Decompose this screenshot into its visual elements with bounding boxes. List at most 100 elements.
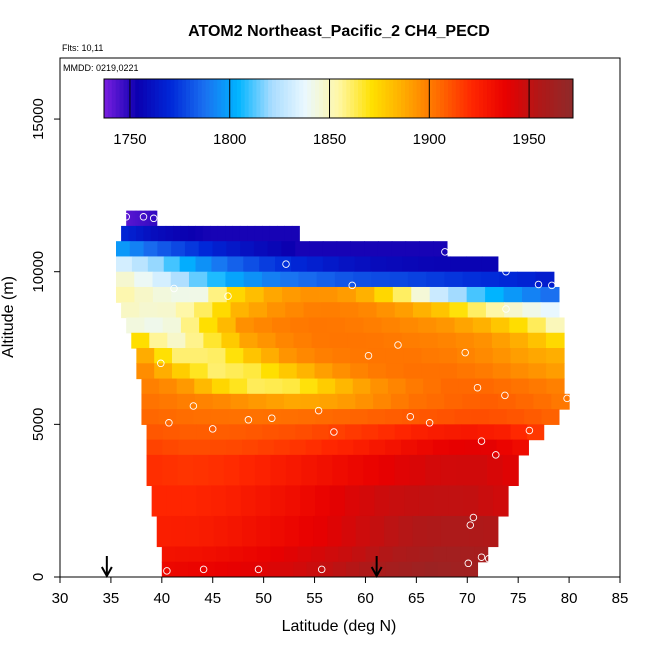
colorbar-segment bbox=[487, 79, 492, 118]
heatmap-cell bbox=[321, 439, 339, 456]
heatmap-cell bbox=[171, 241, 186, 258]
heatmap-cell bbox=[377, 241, 393, 258]
heatmap-cell bbox=[240, 241, 255, 258]
colorbar-segment bbox=[170, 79, 175, 118]
heatmap-cell bbox=[228, 409, 247, 425]
sample-point bbox=[122, 213, 130, 221]
heatmap-cell bbox=[259, 256, 276, 273]
heatmap-cell bbox=[245, 424, 263, 441]
heatmap-cell bbox=[332, 454, 349, 487]
colorbar-segment bbox=[463, 79, 468, 118]
heatmap-cell bbox=[128, 210, 131, 227]
heatmap-cell bbox=[188, 271, 208, 288]
heatmap-cell bbox=[179, 424, 197, 441]
y-axis-label: Altitude (m) bbox=[0, 276, 17, 358]
heatmap-cell bbox=[474, 348, 494, 364]
heatmap-cell bbox=[332, 409, 351, 425]
colorbar-segment bbox=[260, 79, 265, 118]
heatmap-cell bbox=[546, 348, 565, 364]
heatmap-cell bbox=[510, 348, 529, 364]
y-tick-label: 5000 bbox=[30, 408, 47, 441]
heatmap-cell bbox=[371, 271, 391, 288]
heatmap-cell bbox=[176, 378, 195, 395]
heatmap-cell bbox=[239, 332, 259, 349]
heatmap-cell bbox=[180, 225, 189, 242]
heatmap-cell bbox=[412, 515, 428, 548]
heatmap-cell bbox=[214, 561, 229, 577]
colorbar-segment bbox=[131, 79, 136, 118]
heatmap-cell bbox=[280, 271, 300, 288]
heatmap-cell bbox=[379, 546, 394, 563]
heatmap-cell bbox=[189, 286, 209, 303]
sample-point bbox=[501, 391, 509, 400]
heatmap-cell bbox=[243, 256, 260, 273]
heatmap-cell bbox=[338, 546, 353, 563]
heatmap-cell bbox=[256, 546, 272, 563]
heatmap-cell bbox=[368, 363, 387, 380]
heatmap-cell bbox=[289, 439, 307, 456]
heatmap-cell bbox=[405, 378, 424, 395]
heatmap-cell bbox=[293, 332, 313, 349]
colorbar-segment bbox=[146, 79, 152, 118]
heatmap-cell bbox=[344, 485, 361, 517]
heatmap-cell bbox=[138, 210, 141, 227]
sample-point bbox=[163, 567, 171, 575]
heatmap-cell bbox=[444, 271, 464, 288]
heatmap-cell bbox=[389, 271, 409, 288]
heatmap-cell bbox=[188, 546, 204, 563]
heatmap-cell bbox=[316, 271, 336, 288]
heatmap-cell bbox=[363, 454, 380, 487]
colorbar-segment bbox=[205, 79, 211, 118]
heatmap-cell bbox=[528, 363, 547, 380]
colorbar-segment bbox=[104, 79, 109, 118]
heatmap-cell bbox=[181, 485, 197, 517]
heatmap-cell bbox=[243, 546, 258, 563]
heatmap-cell bbox=[298, 409, 316, 425]
heatmap-cell bbox=[483, 515, 499, 548]
heatmap-cell bbox=[254, 225, 263, 242]
heatmap-cell bbox=[195, 225, 204, 242]
heatmap-cell bbox=[376, 302, 396, 319]
colorbar-tick-label: 1950 bbox=[512, 131, 545, 148]
colorbar-segment bbox=[557, 79, 562, 118]
colorbar-segment bbox=[385, 79, 390, 118]
colorbar-segment bbox=[490, 79, 496, 118]
heatmap-cell bbox=[270, 515, 286, 548]
heatmap-cell bbox=[347, 454, 364, 487]
heatmap-cell bbox=[257, 439, 275, 456]
position-arrows bbox=[100, 556, 383, 579]
heatmap-cell bbox=[332, 363, 351, 380]
heatmap-cell bbox=[161, 561, 176, 577]
heatmap-cell bbox=[177, 454, 194, 487]
heatmap-cell bbox=[203, 332, 223, 349]
heatmap-cell bbox=[199, 317, 218, 334]
heatmap-cell bbox=[491, 332, 511, 349]
heatmap-cell bbox=[172, 348, 191, 364]
heatmap-cell bbox=[147, 256, 165, 273]
heatmap-cell bbox=[326, 317, 346, 334]
heatmap-cell bbox=[341, 515, 357, 548]
heatmap-cell bbox=[540, 302, 560, 319]
y-axis: 0 5000 10000 15000 bbox=[30, 98, 60, 581]
heatmap-cell bbox=[141, 210, 144, 227]
heatmap-cell bbox=[489, 409, 508, 425]
heatmap-cell bbox=[156, 515, 172, 548]
heatmap-cell bbox=[426, 515, 442, 548]
heatmap-cell bbox=[140, 210, 143, 227]
heatmap-cell bbox=[306, 561, 321, 577]
heatmap-cell bbox=[478, 485, 494, 517]
sample-point bbox=[548, 281, 556, 290]
heatmap-cell bbox=[267, 561, 281, 577]
colorbar-segment bbox=[537, 79, 543, 118]
heatmap-cell bbox=[167, 332, 186, 349]
colorbar-segment bbox=[240, 79, 246, 118]
heatmap-cell bbox=[150, 225, 159, 242]
heatmap-cell bbox=[229, 424, 247, 441]
heatmap-cell bbox=[284, 515, 300, 548]
colorbar-segment bbox=[569, 79, 574, 118]
colorbar-segment bbox=[162, 79, 168, 118]
heatmap-cell bbox=[437, 409, 456, 425]
heatmap-cell bbox=[285, 454, 302, 487]
heatmap-cell bbox=[143, 225, 152, 242]
heatmap-cell bbox=[480, 393, 499, 410]
